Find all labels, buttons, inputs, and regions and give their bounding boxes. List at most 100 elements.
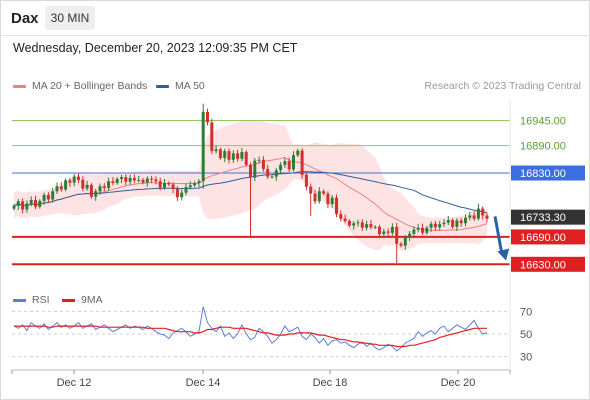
legend-rsi-label: RSI [32, 294, 50, 306]
x-tick-label: Dec 14 [186, 377, 221, 389]
ma20-swatch [13, 84, 26, 88]
level-label-current: 16733.30 [520, 212, 566, 224]
candle-body [326, 193, 330, 205]
candle-body [98, 186, 102, 192]
candle-body [206, 111, 209, 123]
candle-body [218, 149, 222, 158]
x-tick-label: Dec 20 [441, 377, 476, 389]
legend-9ma: 9MA [62, 294, 103, 306]
candle-body [227, 151, 231, 160]
candle-body [102, 186, 106, 189]
candle-body [180, 192, 184, 198]
candle-body [158, 181, 162, 188]
candle-body [279, 164, 283, 171]
candle-body [459, 220, 463, 224]
candle-body [472, 215, 476, 219]
candle-body [64, 180, 68, 190]
candle-body [171, 184, 175, 189]
candle-body [223, 151, 227, 158]
candle-body [21, 201, 25, 210]
candle-body [89, 184, 93, 197]
candle-body [261, 159, 265, 169]
candle-body [81, 179, 85, 189]
candle-body [399, 243, 403, 246]
candle-body [468, 215, 472, 218]
candle-body [270, 176, 274, 178]
legend-rsi: RSI [13, 294, 50, 306]
candle-body [201, 111, 205, 182]
candle-body [330, 197, 334, 205]
level-label-bg [511, 209, 585, 225]
candle-body [300, 150, 304, 175]
candle-body [347, 220, 351, 226]
candle-body [94, 191, 98, 197]
candle-body [446, 220, 450, 223]
candle-body [188, 185, 192, 188]
candle-body [167, 183, 171, 185]
candle-body [322, 191, 326, 194]
candle-body [373, 226, 377, 228]
legend-ma50: MA 50 [156, 80, 205, 92]
candle-body [438, 224, 442, 228]
candle-body [365, 224, 369, 228]
timestamp: Wednesday, December 20, 2023 12:09:35 PM… [13, 41, 298, 55]
candle-body [335, 197, 338, 215]
legend-9ma-label: 9MA [81, 294, 103, 306]
candle-body [386, 231, 390, 233]
candle-body [128, 178, 132, 182]
timeframe-button[interactable]: 30 MIN [45, 6, 95, 30]
candle-body [107, 181, 111, 189]
candle-body [16, 201, 20, 206]
candle-body [429, 223, 433, 228]
candle-body [77, 176, 80, 180]
candle-body [304, 174, 308, 187]
symbol-name: Dax [11, 10, 39, 27]
candle-body [197, 181, 201, 184]
candle-body [68, 180, 72, 183]
level-label-support: 16690.00 [520, 232, 566, 244]
candle-body [111, 181, 115, 184]
level-label-pivot: 16830.00 [520, 168, 566, 180]
candle-body [343, 218, 347, 221]
candle-body [12, 205, 16, 209]
forecast-arrow-head [497, 248, 510, 261]
candle-body [231, 153, 235, 160]
candle-body [403, 237, 407, 246]
candle-body [442, 222, 446, 225]
candle-body [132, 178, 136, 181]
candle-body [292, 155, 295, 170]
candle-body [257, 159, 261, 161]
forecast-arrow-shaft [493, 216, 504, 255]
candle-body [356, 222, 360, 224]
rsi-tick-label: 70 [520, 306, 532, 318]
candle-body [296, 150, 300, 156]
candle-body [425, 227, 429, 233]
candle-body [42, 194, 46, 201]
candle-body [408, 233, 412, 238]
x-tick-label: Dec 18 [313, 377, 348, 389]
candle-body [150, 178, 154, 180]
candle-body [249, 164, 252, 178]
candle-body [395, 226, 399, 244]
candle-body [369, 224, 373, 228]
candle-body [184, 187, 188, 193]
candle-body [433, 223, 437, 228]
legend-ma20: MA 20 + Bollinger Bands [13, 80, 147, 92]
candle-body [141, 179, 145, 183]
candle-body [115, 178, 119, 184]
level-label-bg [511, 256, 585, 272]
legend-ma20-label: MA 20 + Bollinger Bands [32, 80, 148, 92]
candle-body [382, 231, 386, 235]
candle-body [46, 194, 50, 200]
candle-body [38, 200, 42, 207]
candle-body [274, 170, 278, 177]
candle-body [266, 168, 270, 177]
candle-body [244, 152, 248, 165]
candle-body [416, 227, 420, 230]
level-label-resistance: 16945.00 [520, 116, 566, 128]
candle-body [175, 189, 179, 198]
candle-body [317, 191, 321, 202]
level-label-resistance: 16890.00 [520, 141, 566, 153]
candle-body [485, 215, 489, 219]
